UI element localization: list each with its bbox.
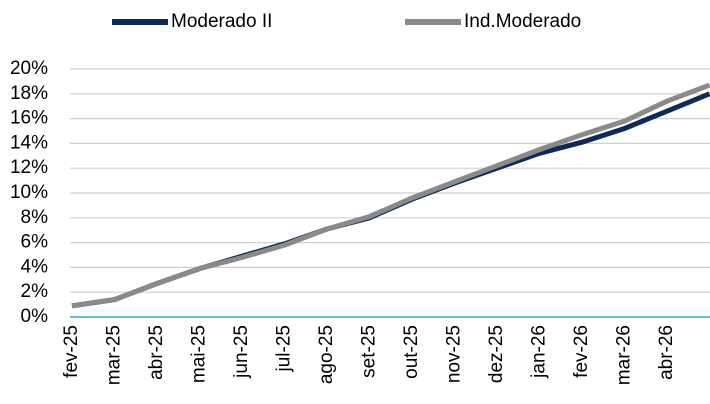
y-tick-label: 8% [21, 207, 49, 228]
x-tick-label: nov-25 [444, 325, 465, 383]
legend-label: Moderado II [171, 11, 272, 32]
series-line [71, 82, 710, 309]
x-tick-label: abr-25 [146, 325, 167, 380]
x-tick-label: jun-25 [231, 325, 252, 379]
x-tick-label: jan-26 [529, 325, 550, 379]
x-tick-label: fev-26 [571, 325, 592, 378]
x-tick-label: abr-26 [656, 325, 677, 380]
y-tick-label: 10% [10, 182, 48, 203]
x-tick-label: out-25 [401, 325, 422, 379]
y-tick-label: 14% [10, 132, 48, 153]
legend-label: Ind.Moderado [464, 11, 581, 32]
x-tick-label: jul-25 [274, 325, 295, 372]
x-tick-label: set-25 [359, 325, 380, 378]
y-tick-label: 6% [21, 232, 49, 253]
y-tick-label: 16% [10, 108, 48, 129]
y-tick-label: 4% [21, 256, 49, 277]
x-tick-label: ago-25 [316, 325, 337, 384]
y-tick-label: 0% [21, 306, 49, 327]
x-tick-label: fev-25 [61, 325, 82, 378]
x-tick-label: dez-25 [486, 325, 507, 383]
x-tick-label: mai-25 [189, 325, 210, 383]
y-tick-label: 20% [10, 58, 48, 79]
y-tick-label: 18% [10, 83, 48, 104]
y-tick-label: 2% [21, 281, 49, 302]
x-tick-label: mar-25 [104, 325, 125, 385]
y-tick-label: 12% [10, 157, 48, 178]
x-tick-label: mar-26 [614, 325, 635, 385]
